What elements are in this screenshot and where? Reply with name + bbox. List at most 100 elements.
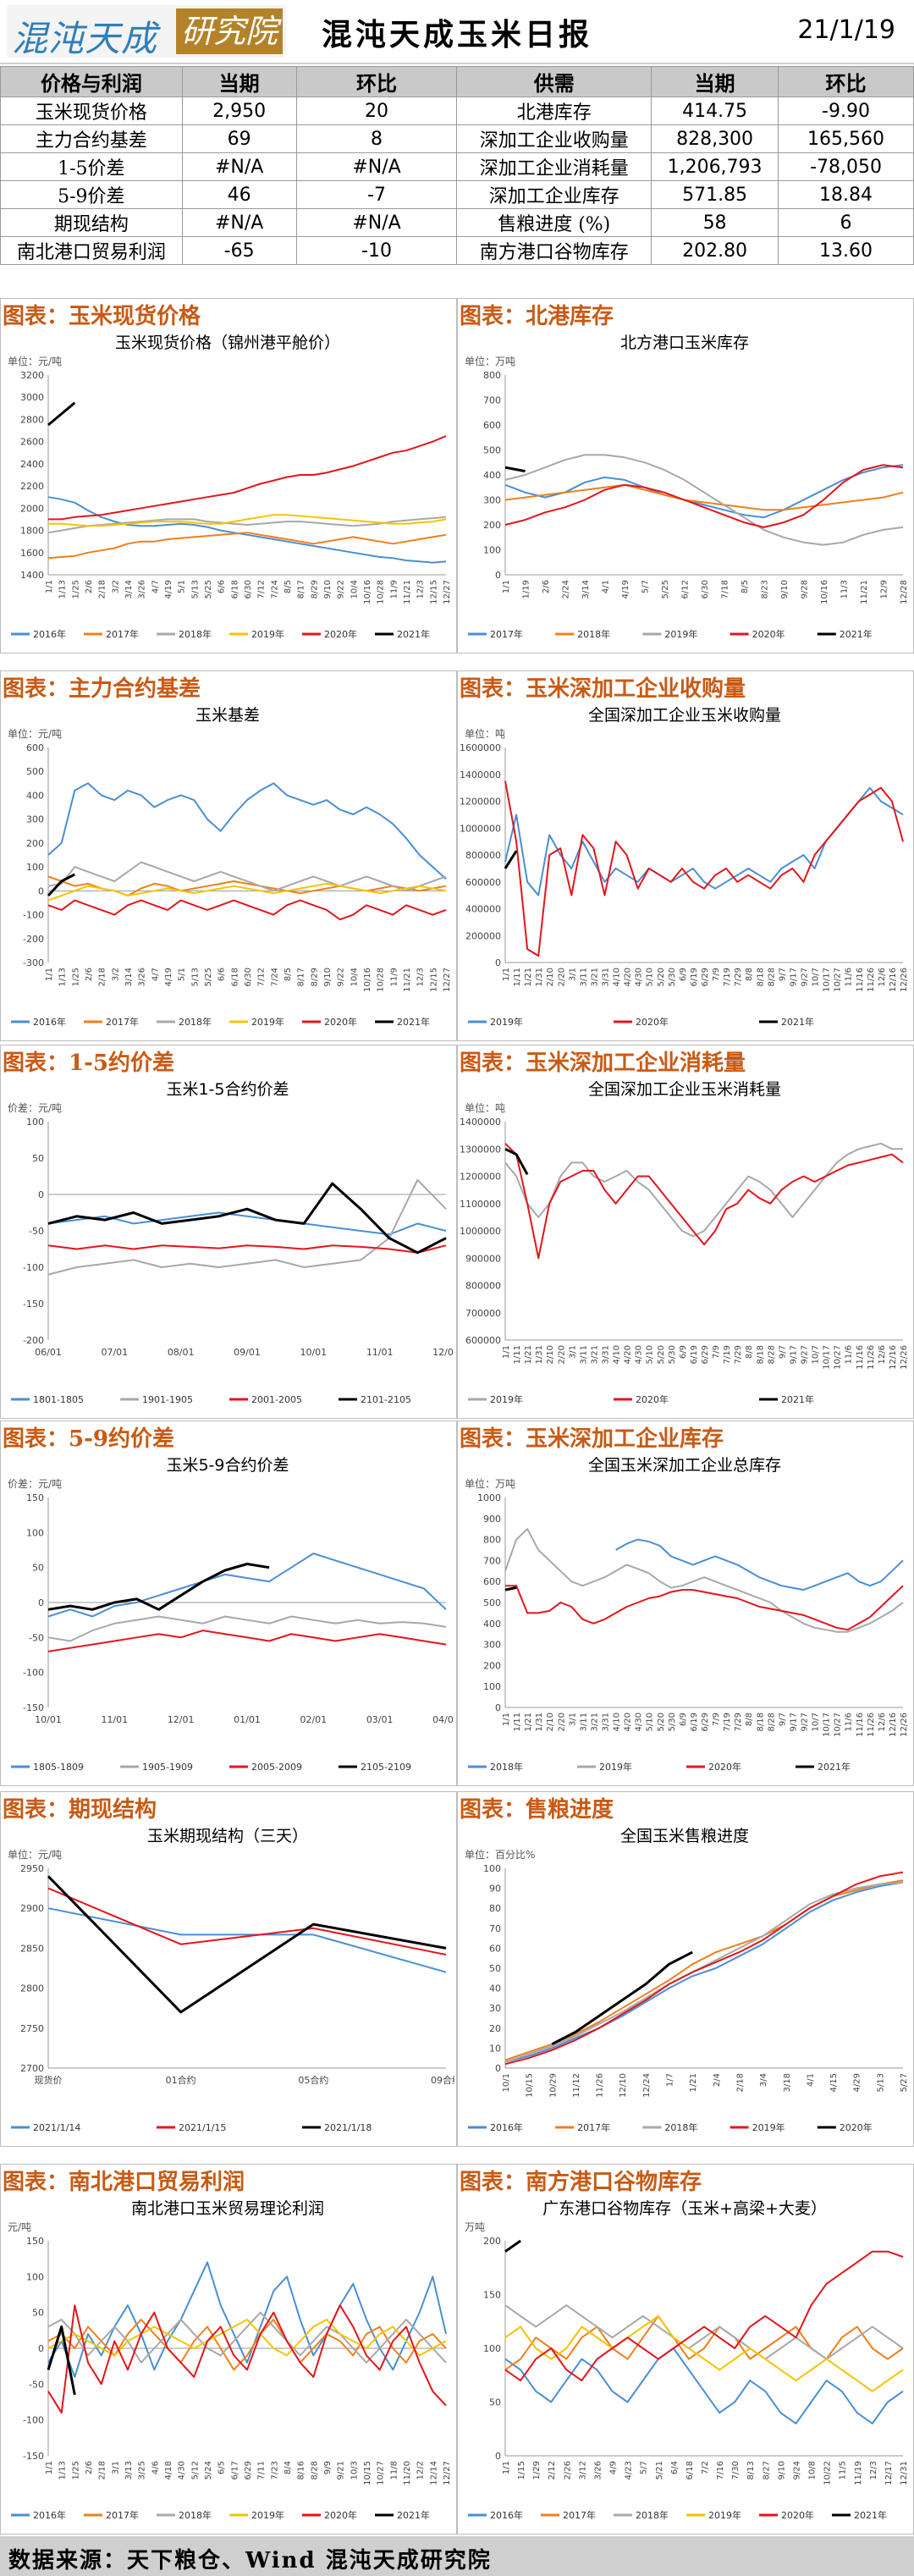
x-tick-label: 4/20 [624, 1713, 633, 1731]
x-tick-label: 9/27 [801, 1345, 810, 1364]
x-tick-label: 6/18 [230, 968, 240, 986]
x-tick-label: 3/11 [579, 968, 588, 986]
x-tick-label: 04/01 [432, 1714, 454, 1725]
table-header-row: 价格与利润 当期 环比 供需 当期 环比 [0, 66, 914, 97]
legend-label: 2016年 [33, 628, 66, 640]
y-axis-label: 万吨 [465, 2221, 485, 2233]
x-tick-label: 1/1 [502, 580, 511, 593]
y-tick-label: 3200 [20, 370, 44, 381]
x-tick-label: 4/29 [853, 2073, 862, 2092]
x-tick-label: 12/6 [878, 1713, 887, 1731]
x-tick-label: 06/01 [35, 1347, 62, 1358]
legend-label: 2020年 [840, 2121, 873, 2133]
x-tick-label: 12/01 [168, 1714, 195, 1725]
x-tick-label: 9/10 [323, 580, 333, 598]
x-tick-label: 5/21 [655, 2461, 664, 2479]
table-row: 主力合约基差 69 8 深加工企业收购量 828,300 165,560 [0, 124, 914, 153]
x-tick-label: 10/27 [834, 1713, 843, 1737]
table-cell: 20 [295, 97, 458, 125]
legend-label: 2016年 [490, 2509, 523, 2521]
x-tick-label: 11/3 [840, 580, 850, 598]
x-tick-label: 3/1 [568, 1713, 577, 1726]
x-tick-label: 4/23 [625, 2461, 634, 2479]
y-tick-label: 600000 [465, 877, 501, 888]
x-tick-label: 5/7 [640, 2461, 649, 2474]
x-tick-label: 4/9 [609, 2461, 619, 2474]
x-tick-label: 4/19 [164, 580, 173, 598]
legend-label: 2021年 [840, 628, 873, 640]
x-tick-label: 9/10 [323, 968, 333, 986]
series-line [504, 1147, 529, 1176]
legend-label: 2019年 [599, 1761, 632, 1773]
y-tick-label: -100 [23, 2415, 44, 2426]
chart-title: 玉米基差 [195, 706, 260, 725]
x-tick-label: 7/12 [257, 968, 267, 986]
x-tick-label: 8/4 [284, 2461, 293, 2474]
y-tick-label: -50 [29, 2379, 44, 2390]
x-tick-label: 11/26 [867, 968, 876, 992]
x-tick-label: 10/27 [377, 2461, 386, 2485]
summary-table: 价格与利润 当期 环比 供需 当期 环比 玉米现货价格 2,950 20 北港库存 41… [0, 66, 914, 265]
x-tick-label: 8/29 [310, 968, 319, 986]
x-tick-label: 7/12 [257, 580, 267, 598]
y-tick-label: -50 [29, 1226, 44, 1237]
y-tick-label: 1000 [477, 1492, 501, 1503]
y-tick-label: 600 [483, 1576, 501, 1587]
y-tick-label: 150 [483, 2290, 501, 2301]
series-line [505, 1585, 904, 1631]
x-tick-label: 7/19 [723, 1713, 732, 1731]
x-tick-label: 3/25 [138, 2461, 147, 2479]
table-cell: 6 [778, 208, 914, 237]
x-tick-label: 4/1 [602, 580, 611, 593]
table-cell: 深加工企业消耗量 [456, 152, 652, 181]
legend-label: 2101-2105 [361, 1394, 411, 1405]
panel-title: 图表：玉米深加工企业收购量 [460, 676, 746, 702]
y-tick-label: 500 [483, 1597, 501, 1608]
series-line [47, 782, 447, 880]
legend-label: 2005-2009 [251, 1762, 302, 1773]
x-tick-label: 10/4 [350, 580, 359, 598]
panel-title: 图表：玉米现货价格 [3, 304, 201, 329]
x-tick-label: 6/9 [679, 1345, 688, 1359]
table-cell: 165,560 [778, 124, 914, 153]
chart-svg: 玉米现货价格（锦州港平舱价） 单位：元/吨 1400 1600 1800 2000 2200… [8, 334, 452, 640]
y-tick-label: 1600 [20, 548, 44, 559]
series-line [47, 1907, 447, 1973]
table-cell: -9.90 [778, 97, 914, 125]
x-tick-label: 4/10 [613, 1345, 622, 1364]
y-tick-label: 400000 [465, 904, 501, 915]
x-tick-label: 8/18 [756, 1713, 765, 1731]
x-tick-label: 12/31 [900, 2461, 909, 2485]
x-tick-label: 10/29 [548, 2073, 558, 2098]
panel-title: 图表：1-5约价差 [3, 1051, 174, 1076]
x-tick-label: 5/13 [876, 2073, 885, 2092]
x-tick-label: 2/6 [85, 968, 94, 981]
x-tick-label: 7/9 [712, 1713, 721, 1726]
x-tick-label: 3/21 [590, 968, 599, 986]
x-tick-label: 10/01 [300, 1347, 327, 1358]
x-tick-label: 12/3 [869, 2461, 878, 2479]
x-tick-label: 11/21 [403, 968, 412, 992]
x-tick-label: 4/18 [164, 2461, 173, 2479]
x-tick-label: 9/24 [792, 2461, 801, 2479]
legend-label: 2016年 [490, 2121, 523, 2133]
legend-label: 2021/1/15 [179, 2122, 226, 2133]
y-tick-label: -100 [23, 910, 44, 921]
panel-title: 图表：5-9约价差 [3, 1426, 174, 1452]
y-tick-label: 2800 [20, 1983, 44, 1994]
x-tick-label: 7/29 [734, 968, 743, 986]
y-tick-label: 2400 [20, 459, 44, 470]
y-tick-label: 800000 [465, 1281, 501, 1292]
table-cell: 售粮进度 (%) [456, 208, 652, 237]
series-line [47, 882, 447, 902]
table-header-cell: 当期 [651, 66, 779, 97]
x-tick-label: 7/30 [731, 2461, 741, 2479]
x-tick-label: 8/23 [761, 580, 770, 598]
series-line [504, 850, 518, 869]
x-tick-label: 6/30 [244, 968, 253, 986]
y-tick-label: 1400 [20, 570, 44, 581]
x-tick-label: 8/16 [297, 2461, 306, 2479]
y-tick-label: 20 [489, 2023, 501, 2034]
x-tick-label: 7/24 [270, 580, 279, 598]
